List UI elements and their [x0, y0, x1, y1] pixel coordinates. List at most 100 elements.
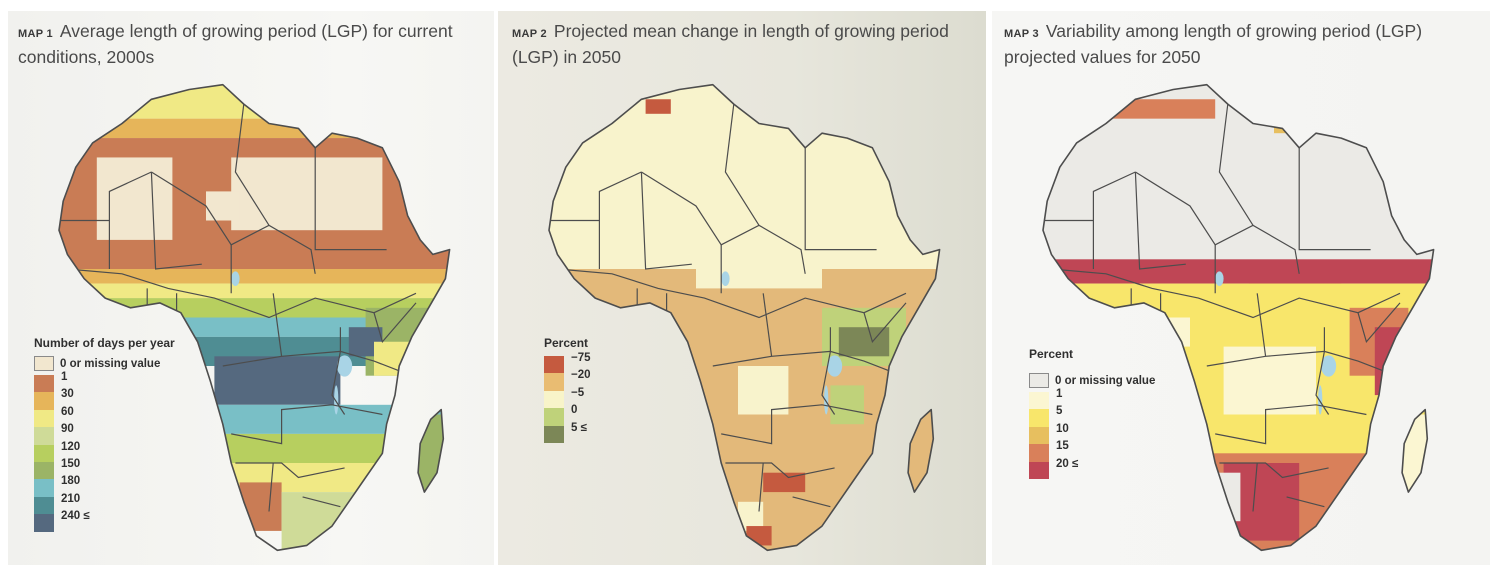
map-region [59, 283, 450, 299]
legend-swatch [34, 392, 54, 410]
country-border [1298, 138, 1371, 251]
country-border [59, 171, 152, 222]
map-panel-3: MAP 3 Variability among length of growing… [992, 11, 1490, 565]
legend-ramp: 1 30 60 90 120 150 180 210 240 ≤ [34, 371, 175, 532]
legend-break-label: 5 [1056, 405, 1063, 418]
map-region [1106, 99, 1216, 119]
legend-ramp: −75 −20 −5 0 5 ≤ [544, 352, 591, 443]
legend-missing-label: 0 or missing value [1055, 374, 1156, 387]
country-border [762, 293, 773, 357]
country-border [1215, 404, 1367, 445]
map-region [788, 113, 822, 124]
map-fill [549, 84, 940, 551]
legend-swatch [544, 356, 564, 374]
legend-swatch [1029, 426, 1049, 445]
map-region [763, 472, 806, 493]
map-region [374, 341, 450, 376]
map-region [1215, 472, 1241, 522]
map-region [59, 84, 450, 119]
legend-break-label: −75 [571, 352, 591, 364]
legend-swatch [544, 408, 564, 426]
legend-break-label: 1 [1056, 388, 1063, 400]
map-region [696, 269, 822, 289]
country-border [1134, 171, 1186, 270]
legend-break-label: 20 ≤ [1056, 457, 1079, 470]
legend-swatch [1029, 461, 1049, 479]
legend-swatch [544, 425, 564, 443]
country-border [1135, 171, 1300, 274]
legend-swatch [544, 373, 564, 391]
legend-break-label: 90 [61, 423, 74, 436]
legend-title: Percent [1029, 347, 1074, 361]
legend-swatch [34, 479, 54, 497]
map-region [59, 118, 450, 139]
legend-labels: −75 −20 −5 0 5 ≤ [571, 350, 591, 437]
map-panel-2: MAP 2 Projected mean change in length of … [498, 11, 986, 565]
lake [721, 271, 730, 286]
lake [337, 355, 353, 377]
lake [334, 385, 339, 415]
country-border [373, 302, 417, 344]
lake [1321, 355, 1337, 377]
country-border [792, 496, 831, 508]
country-border [721, 404, 873, 445]
map-region [746, 526, 772, 546]
country-border [1256, 293, 1267, 357]
map-region [830, 385, 864, 425]
lake [1318, 385, 1323, 415]
country-border [758, 462, 764, 512]
country-border [1315, 327, 1330, 415]
continent-outline [548, 83, 941, 552]
map-title-text: Variability among length of growing peri… [1004, 21, 1423, 67]
lake [231, 271, 240, 286]
country-border [268, 462, 274, 512]
legend-missing-label: 0 or missing value [60, 357, 161, 370]
legend-swatch [34, 461, 54, 480]
country-border [1218, 104, 1254, 226]
legend-break-label: 5 ≤ [571, 421, 587, 434]
country-border [272, 293, 283, 357]
legend-swatches [1029, 392, 1049, 479]
country-border [821, 327, 836, 415]
map-region [1223, 346, 1316, 415]
legend-break-label: 10 [1056, 422, 1069, 435]
map-region [1080, 317, 1190, 347]
legend: Percent −75 −20 −5 0 5 ≤ [544, 336, 591, 443]
map-region [645, 99, 671, 114]
country-border [640, 171, 692, 270]
country-border [314, 138, 387, 251]
country-border [234, 104, 270, 226]
africa-map-lgp-change [548, 83, 941, 552]
legend-missing-row: 0 or missing value [34, 356, 175, 371]
legend-labels: 1 5 10 15 20 ≤ [1056, 386, 1078, 473]
country-border [557, 268, 907, 319]
continent-outline [1042, 83, 1435, 552]
country-border [67, 268, 417, 319]
africa-map-lgp-current [58, 83, 451, 552]
legend: Number of days per year 0 or missing val… [34, 336, 175, 532]
lake [827, 355, 843, 377]
legend-break-label: −5 [571, 386, 585, 399]
legend-swatch [34, 496, 54, 515]
legend-break-label: 240 ≤ [61, 510, 90, 523]
country-border [641, 171, 806, 274]
legend-swatch [34, 444, 54, 462]
legend-swatches [34, 375, 54, 532]
country-border [1043, 171, 1136, 222]
lake [824, 385, 829, 415]
country-border [150, 171, 202, 270]
madagascar-outline [907, 408, 935, 493]
legend-break-label: 180 [61, 475, 81, 488]
map-fill [1043, 84, 1434, 551]
map-title: MAP 2 Projected mean change in length of … [512, 20, 982, 69]
map-region [738, 366, 789, 415]
legend-swatch [1029, 444, 1049, 462]
legend-labels: 1 30 60 90 120 150 180 210 240 ≤ [61, 369, 90, 526]
country-border [725, 462, 835, 479]
country-border [151, 171, 316, 274]
legend-ramp: 1 5 10 15 20 ≤ [1029, 388, 1155, 479]
country-border [235, 462, 345, 479]
country-border [231, 404, 383, 445]
country-border [724, 104, 760, 226]
map-tag: MAP 1 [18, 28, 53, 40]
